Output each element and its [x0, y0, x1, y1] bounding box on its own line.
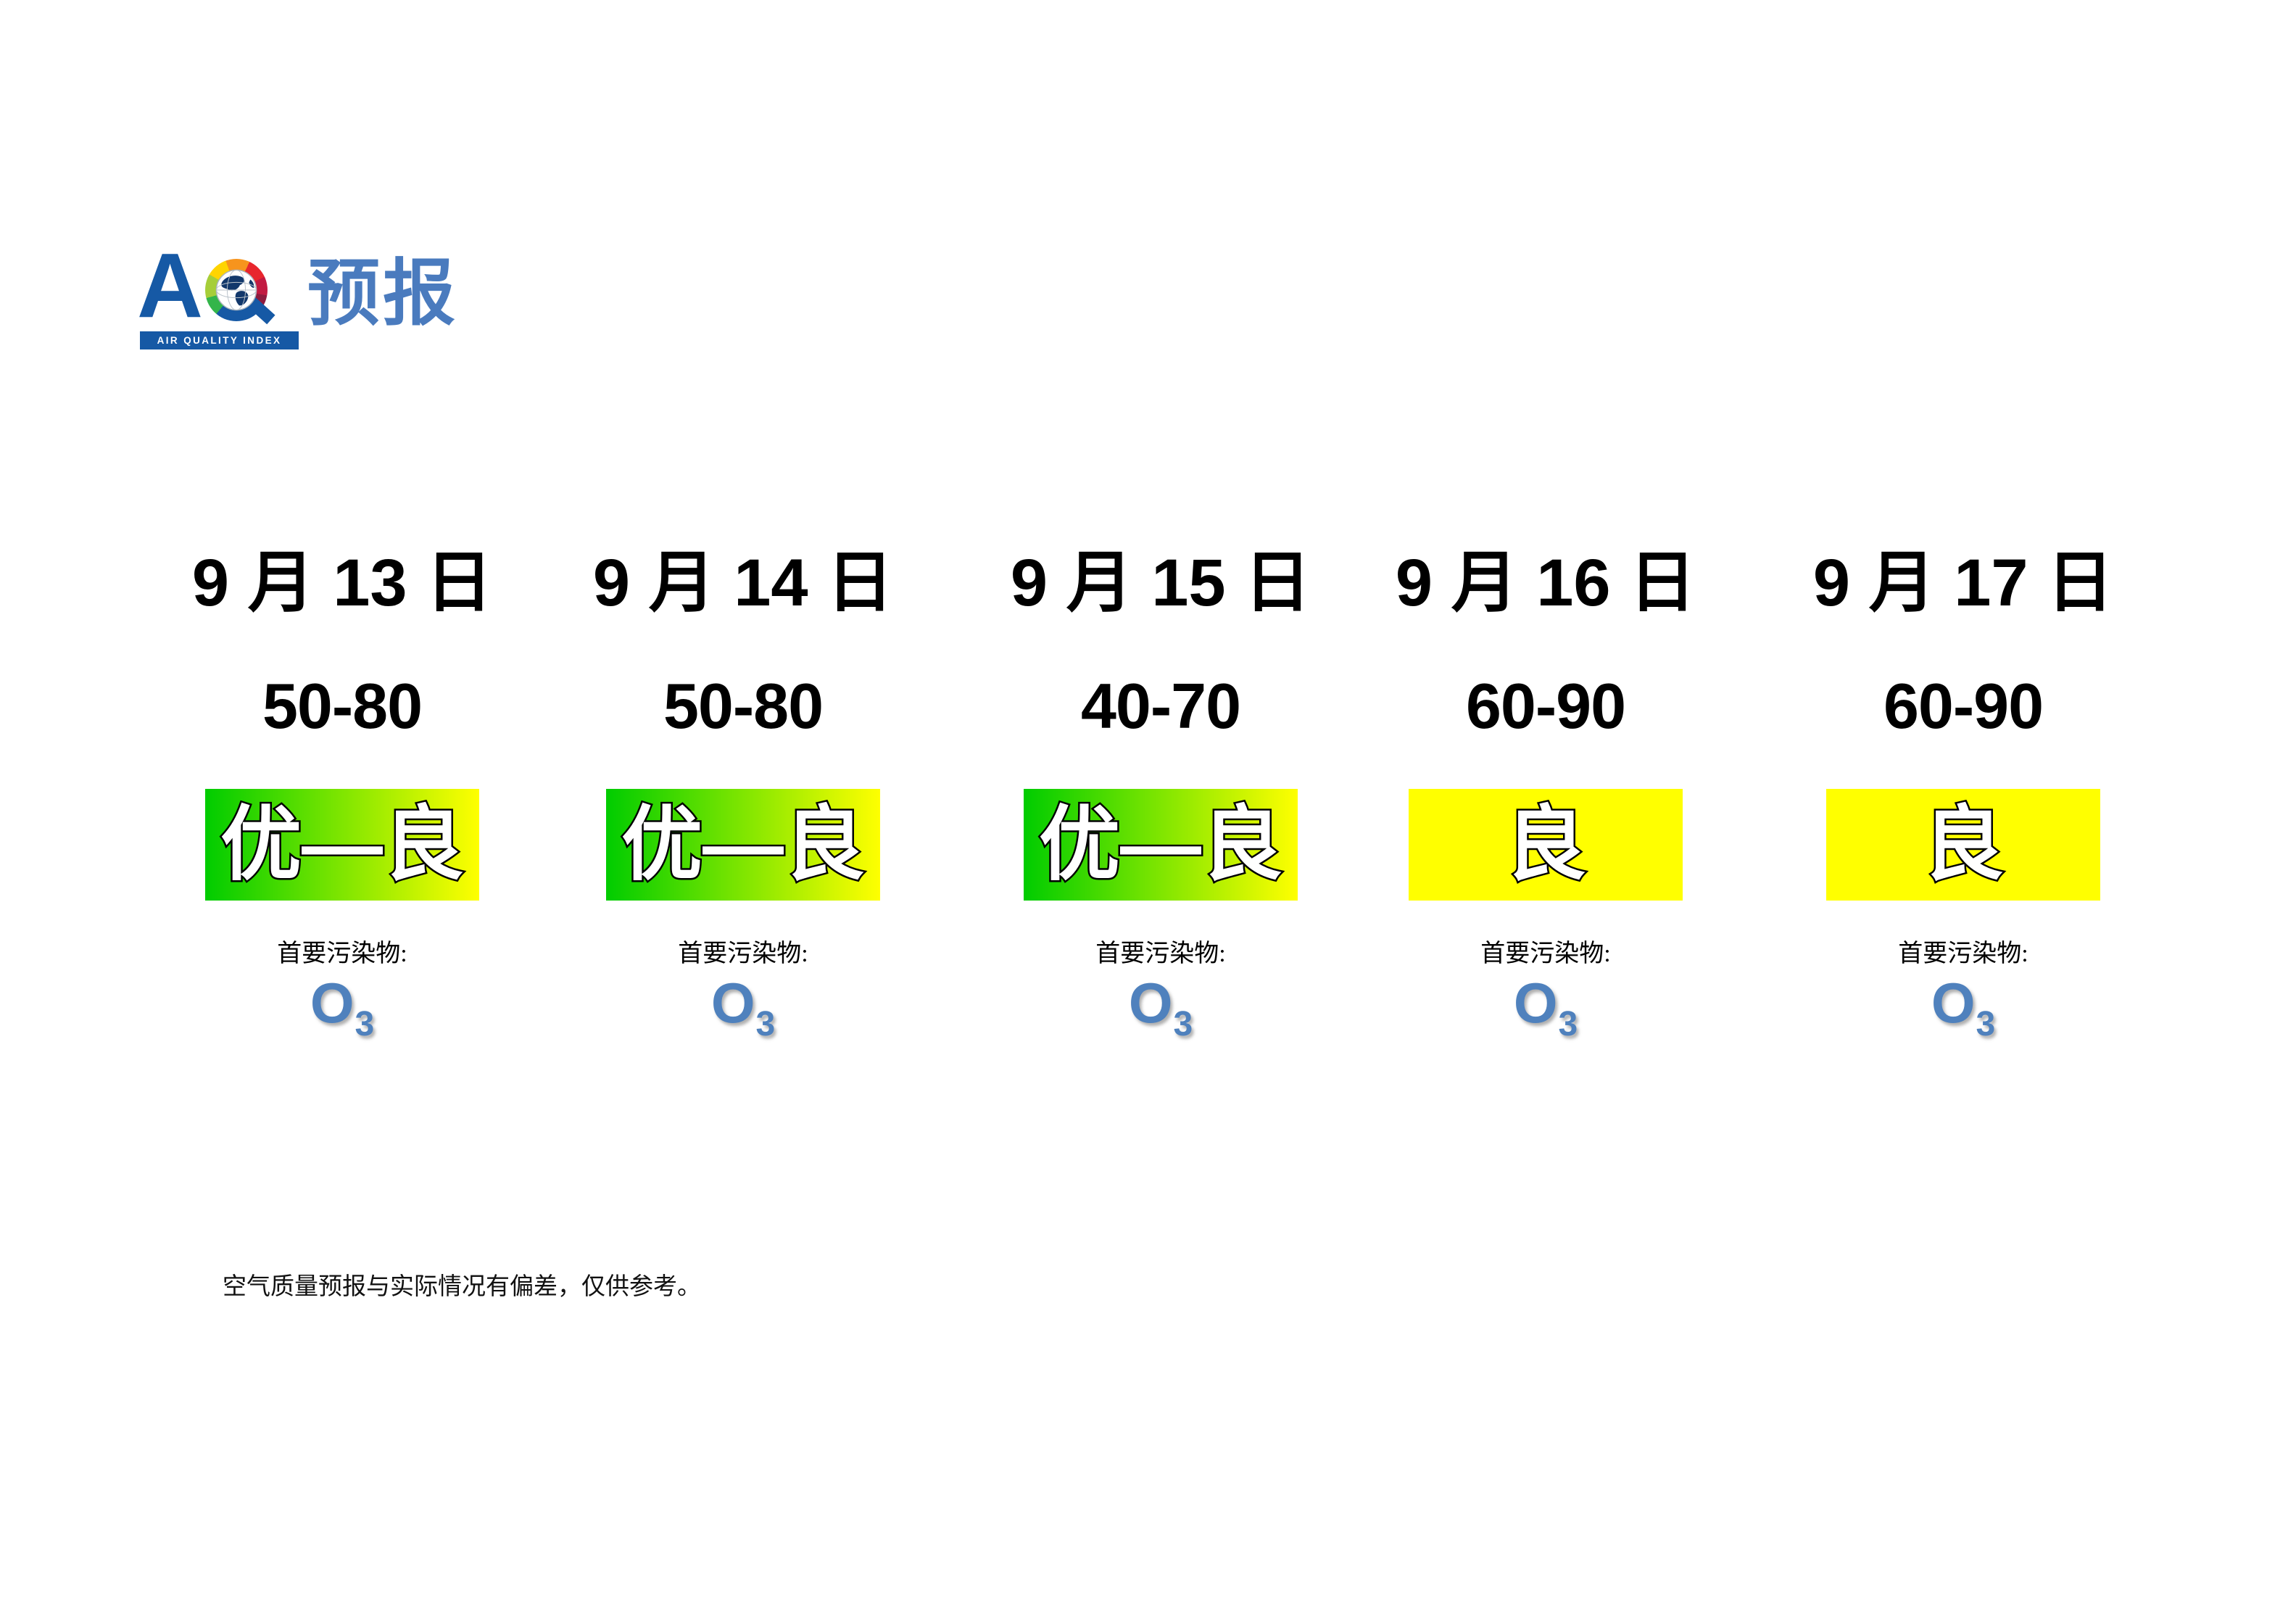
aqi-level-badge: 优—良 — [1024, 789, 1298, 901]
date-label: 9 月 17 日 — [1812, 546, 2114, 620]
pollutant-symbol: O — [310, 971, 355, 1035]
aqi-level-badge: 优—良 — [606, 789, 880, 901]
aqi-level-text: 优—良 — [1037, 799, 1285, 890]
globe-icon — [215, 269, 257, 311]
pollutant-subscript: 3 — [755, 1005, 776, 1043]
pollutant-value: O3 — [972, 975, 1349, 1042]
aqi-range: 50-80 — [262, 670, 423, 742]
pollutant-label: 首要污染物: — [277, 940, 407, 967]
aqi-range: 50-80 — [663, 670, 824, 742]
pollutant-symbol: O — [710, 971, 755, 1035]
disclaimer-text: 空气质量预报与实际情况有偏差，仅供参考。 — [223, 1274, 701, 1300]
pollutant-label: 首要污染物: — [1898, 940, 2028, 967]
aqi-level-badge: 良 — [1826, 789, 2100, 901]
pollutant-label: 首要污染物: — [678, 940, 808, 967]
forecast-column-4: 9 月 16 日 60-90 良 首要污染物: O3 — [1357, 0, 1734, 1622]
pollutant-subscript: 3 — [355, 1005, 375, 1043]
date-label: 9 月 13 日 — [191, 546, 493, 620]
pollutant-label: 首要污染物: — [1095, 940, 1226, 967]
pollutant-subscript: 3 — [1558, 1005, 1578, 1043]
forecast-column-1: 9 月 13 日 50-80 优—良 首要污染物: O3 — [154, 0, 531, 1622]
pollutant-value: O3 — [154, 975, 531, 1042]
pollutant-value: O3 — [1775, 975, 2152, 1042]
pollutant-value: O3 — [1357, 975, 1734, 1042]
page-title: 预报 — [307, 254, 458, 334]
aqi-level-text: 优—良 — [219, 799, 466, 890]
aqi-level-text: 良 — [1504, 799, 1588, 890]
pollutant-symbol: O — [1513, 971, 1558, 1035]
pollutant-subscript: 3 — [1173, 1005, 1193, 1043]
pollutant-symbol: O — [1128, 971, 1173, 1035]
logo-tagline-bar: AIR QUALITY INDEX — [140, 331, 299, 349]
forecast-column-5: 9 月 17 日 60-90 良 首要污染物: O3 — [1775, 0, 2152, 1622]
aqi-level-text: 优—良 — [620, 799, 867, 890]
aqi-level-badge: 良 — [1409, 789, 1683, 901]
aqi-level-badge: 优—良 — [205, 789, 479, 901]
aqi-range: 40-70 — [1080, 670, 1241, 742]
pollutant-label: 首要污染物: — [1480, 940, 1611, 967]
aqi-range: 60-90 — [1465, 670, 1626, 742]
pollutant-value: O3 — [555, 975, 932, 1042]
aqi-range: 60-90 — [1883, 670, 2044, 742]
date-label: 9 月 16 日 — [1395, 546, 1696, 620]
pollutant-symbol: O — [1931, 971, 1976, 1035]
forecast-column-2: 9 月 14 日 50-80 优—良 首要污染物: O3 — [555, 0, 932, 1622]
pollutant-subscript: 3 — [1976, 1005, 1996, 1043]
aqi-logo: A AIR QUALITY INDEX — [137, 240, 299, 349]
forecast-column-3: 9 月 15 日 40-70 优—良 首要污染物: O3 — [972, 0, 1349, 1622]
date-label: 9 月 14 日 — [592, 546, 894, 620]
aqi-level-text: 良 — [1921, 799, 2006, 890]
logo-letter-a: A — [137, 234, 203, 336]
date-label: 9 月 15 日 — [1010, 546, 1311, 620]
logo-tagline: AIR QUALITY INDEX — [157, 335, 282, 346]
